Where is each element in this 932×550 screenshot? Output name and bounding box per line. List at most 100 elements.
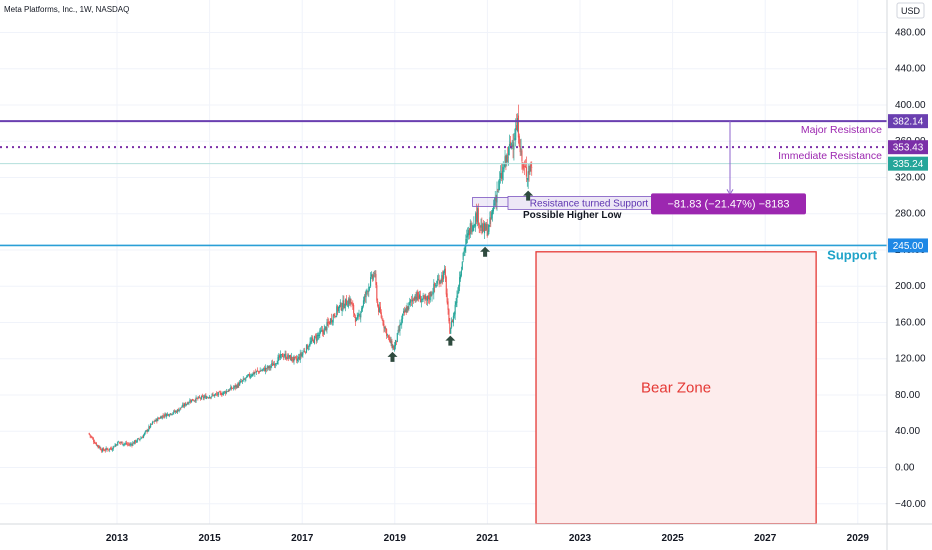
candle xyxy=(154,420,156,422)
candle xyxy=(472,224,474,233)
candle xyxy=(357,312,359,321)
candle xyxy=(105,446,107,452)
candle xyxy=(257,370,259,375)
candle xyxy=(479,225,481,234)
candle xyxy=(96,444,98,448)
candle xyxy=(221,392,223,398)
candle xyxy=(266,364,268,372)
candle xyxy=(423,294,425,300)
candle xyxy=(230,384,232,390)
candle xyxy=(162,413,164,418)
candle xyxy=(93,437,95,445)
candle xyxy=(299,349,301,363)
candle xyxy=(323,324,325,335)
candle xyxy=(401,315,403,329)
support-label: Support xyxy=(827,247,877,262)
candle xyxy=(203,395,205,401)
immediate-resistance-label: Immediate Resistance xyxy=(778,150,882,162)
candle xyxy=(233,385,235,390)
candle xyxy=(256,367,259,372)
candle xyxy=(204,394,206,399)
candle xyxy=(419,290,421,300)
candle xyxy=(480,218,482,231)
candle xyxy=(278,353,280,361)
candle xyxy=(463,247,465,257)
candle xyxy=(136,438,138,443)
candle xyxy=(352,300,354,310)
candle xyxy=(368,283,370,298)
candle xyxy=(187,401,189,405)
candle xyxy=(231,385,233,391)
candle xyxy=(390,336,392,347)
candle xyxy=(214,393,216,398)
candle xyxy=(355,317,357,322)
candle xyxy=(118,440,120,443)
candle xyxy=(409,297,411,306)
candle xyxy=(158,417,160,420)
currency-label[interactable]: USD xyxy=(901,6,921,16)
candle xyxy=(452,312,454,327)
candle xyxy=(121,441,123,445)
candle xyxy=(322,329,324,337)
candle xyxy=(196,397,198,399)
candle xyxy=(219,390,221,395)
candle xyxy=(194,398,196,403)
candle xyxy=(505,154,507,171)
candle xyxy=(451,317,453,329)
candle xyxy=(164,412,166,419)
x-tick-label: 2027 xyxy=(754,533,777,544)
candle xyxy=(224,390,226,396)
candle xyxy=(365,289,367,304)
candle xyxy=(212,392,214,397)
candle xyxy=(306,343,308,350)
candle xyxy=(281,353,283,358)
candle xyxy=(446,288,448,305)
bear-zone-box[interactable] xyxy=(535,251,817,525)
bear-zone-group: Bear Zone xyxy=(535,251,817,525)
candle xyxy=(202,394,204,401)
candle xyxy=(243,377,245,380)
candle xyxy=(340,302,342,311)
candle xyxy=(451,319,454,323)
candle xyxy=(287,353,289,360)
candle xyxy=(499,171,501,191)
candle xyxy=(444,266,446,283)
candle xyxy=(103,448,105,452)
candle xyxy=(332,313,334,326)
candle xyxy=(333,313,335,318)
candle xyxy=(192,399,194,402)
candle xyxy=(325,326,327,332)
candle xyxy=(300,351,302,359)
up-arrow-icon xyxy=(387,351,398,362)
candle xyxy=(290,352,292,362)
y-tick-label: 80.00 xyxy=(895,390,920,401)
candle xyxy=(143,432,145,437)
candle xyxy=(527,163,529,189)
candle xyxy=(400,322,402,326)
candle xyxy=(378,304,380,316)
candle xyxy=(482,222,484,234)
measure-label-box[interactable] xyxy=(651,193,806,215)
time-axis[interactable]: 2013 2015 2017 2019 2021 2023 2025 2027 2029 xyxy=(106,533,869,544)
candle xyxy=(438,274,440,288)
candle xyxy=(253,370,255,375)
currency-box[interactable] xyxy=(896,2,925,19)
candle xyxy=(387,334,389,341)
candle xyxy=(481,217,483,235)
resistance-turned-support-zone[interactable] xyxy=(472,197,509,207)
candle xyxy=(155,418,157,422)
candle xyxy=(260,369,262,372)
candle xyxy=(311,335,313,344)
candle xyxy=(90,435,92,439)
candle xyxy=(178,409,180,413)
level-lines: Major Resistance Immediate Resistance Supp… xyxy=(0,120,887,262)
candle xyxy=(167,413,170,417)
candle xyxy=(370,272,372,288)
candle xyxy=(139,439,141,442)
candle xyxy=(302,351,304,358)
candle xyxy=(475,211,477,232)
candle xyxy=(94,439,96,444)
candle xyxy=(428,292,430,305)
candle xyxy=(377,298,379,308)
